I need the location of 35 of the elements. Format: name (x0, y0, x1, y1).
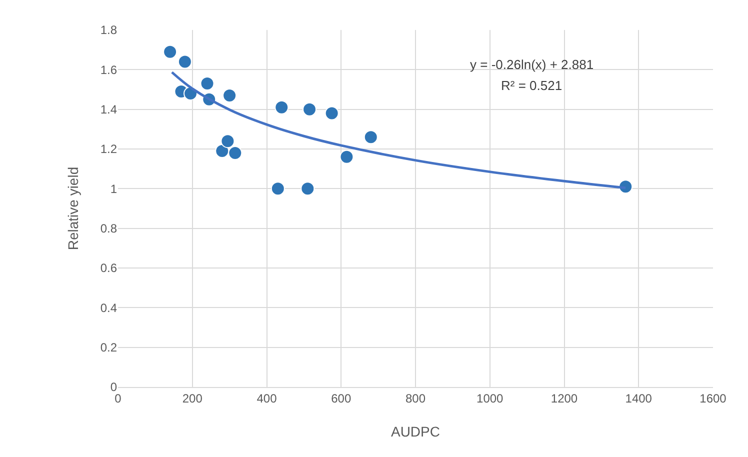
annotation: y = -0.26ln(x) + 2.881 (470, 57, 594, 72)
point (300, 182, 315, 196)
y-tick-label: 0.4 (100, 300, 118, 315)
y-tick-label: 0.8 (100, 222, 118, 236)
x-axis-title: AUDPC (390, 424, 440, 440)
x-tick-label: 1600 (700, 391, 727, 406)
y-axis-title: Relative yield (64, 166, 81, 250)
point (222, 88, 237, 102)
point (228, 146, 242, 160)
y-tick-label: 0.6 (100, 261, 118, 276)
x-tick-label: 800 (405, 391, 426, 406)
annotation: R² = 0.521 (501, 78, 562, 93)
point (340, 150, 354, 164)
point (274, 100, 289, 114)
point (200, 76, 214, 91)
y-tick-label: 1.4 (100, 102, 118, 117)
y-tick-label: 0.2 (100, 340, 118, 355)
y-tick-label: 0 (110, 380, 118, 394)
x-tick-label: 400 (256, 391, 278, 406)
x-tick-label: 1400 (625, 391, 652, 406)
point (364, 130, 378, 144)
point (163, 44, 178, 59)
point (302, 102, 317, 116)
y-tick-label: 1.8 (100, 23, 118, 38)
x-tick-label: 600 (331, 391, 352, 406)
x-tick-label: 200 (182, 391, 203, 406)
point (220, 134, 235, 148)
y-tick-label: 1.2 (100, 142, 118, 156)
x-tick-label: 1000 (476, 391, 504, 406)
x-tick-label: 1200 (550, 391, 578, 406)
point (178, 54, 192, 69)
y-tick-label: 1 (110, 182, 118, 196)
point (324, 106, 339, 120)
point (270, 182, 285, 196)
y-tick-label: 1.6 (100, 62, 118, 77)
